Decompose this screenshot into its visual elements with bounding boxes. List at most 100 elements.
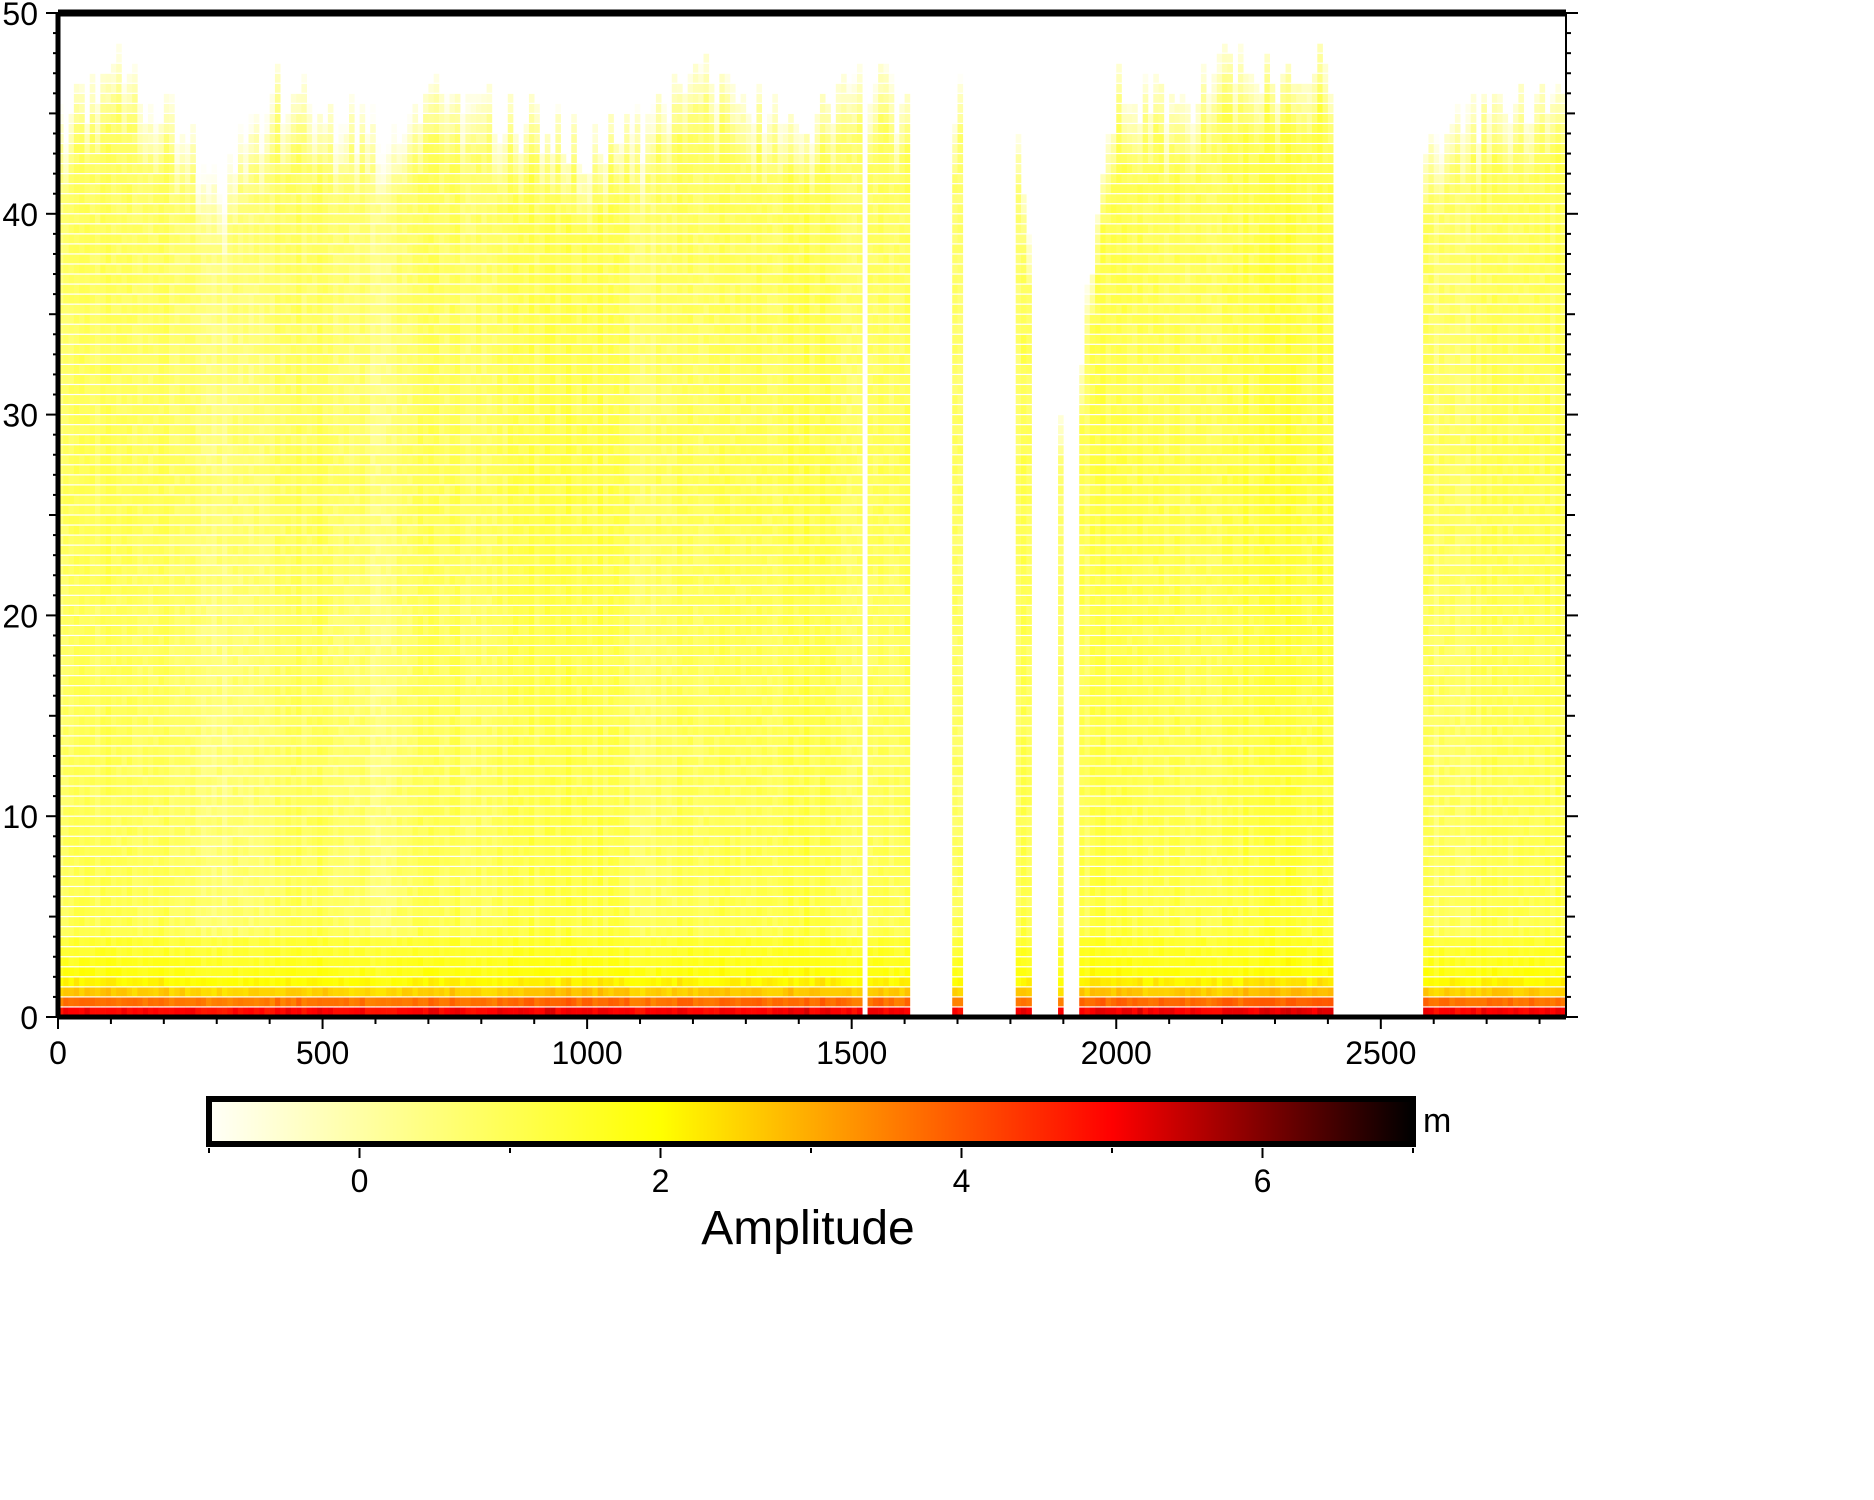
heatmap-cell — [100, 776, 106, 786]
heatmap-cell — [121, 897, 128, 906]
heatmap-cell — [206, 545, 212, 555]
heatmap-cell — [216, 575, 223, 585]
heatmap-cell — [153, 616, 159, 625]
heatmap-cell — [296, 144, 302, 153]
heatmap-cell — [84, 877, 91, 886]
heatmap-cell — [216, 585, 223, 595]
heatmap-cell — [280, 736, 286, 746]
heatmap-cell — [327, 1007, 334, 1017]
heatmap-cell — [158, 144, 165, 153]
heatmap-cell — [147, 877, 154, 886]
heatmap-cell — [73, 505, 80, 515]
heatmap-cell — [195, 445, 202, 455]
heatmap-cell — [211, 836, 218, 846]
heatmap-cell — [280, 877, 286, 886]
heatmap-cell — [322, 354, 329, 364]
heatmap-cell — [349, 676, 355, 686]
heatmap-cell — [190, 405, 196, 414]
heatmap-cell — [290, 907, 297, 916]
heatmap-cell — [243, 194, 249, 204]
heatmap-cell — [147, 224, 154, 234]
heatmap-cell — [227, 555, 233, 565]
heatmap-cell — [343, 294, 350, 304]
heatmap-cell — [216, 565, 223, 575]
heatmap-cell — [89, 897, 96, 906]
heatmap-cell — [116, 766, 122, 776]
heatmap-cell — [253, 254, 260, 264]
heatmap-cell — [285, 395, 292, 404]
heatmap-cell — [327, 776, 334, 786]
heatmap-cell — [95, 796, 101, 806]
heatmap-cell — [248, 284, 255, 294]
heatmap-cell — [190, 395, 196, 404]
heatmap-cell — [211, 495, 218, 505]
heatmap-cell — [290, 555, 297, 565]
heatmap-cell — [89, 445, 96, 455]
heatmap-cell — [153, 1007, 159, 1017]
heatmap-cell — [190, 174, 196, 184]
heatmap-cell — [232, 545, 239, 555]
heatmap-cell — [237, 365, 244, 374]
heatmap-cell — [280, 344, 286, 354]
heatmap-cell — [110, 917, 117, 927]
heatmap-cell — [73, 324, 80, 334]
heatmap-cell — [116, 415, 122, 425]
heatmap-cell — [222, 395, 228, 404]
heatmap-cell — [280, 786, 286, 796]
heatmap-cell — [195, 234, 202, 244]
heatmap-cell — [274, 174, 281, 184]
heatmap-cell — [280, 967, 286, 977]
heatmap-cell — [137, 274, 143, 284]
heatmap-cell — [95, 706, 101, 716]
heatmap-cell — [311, 816, 318, 826]
heatmap-cell — [338, 897, 345, 906]
heatmap-cell — [322, 967, 329, 977]
heatmap-cell — [296, 987, 302, 997]
heatmap-cell — [137, 344, 143, 354]
heatmap-cell — [285, 907, 292, 916]
heatmap-cell — [222, 957, 228, 967]
heatmap-cell — [274, 575, 281, 585]
heatmap-cell — [248, 856, 255, 866]
heatmap-cell — [227, 686, 233, 696]
heatmap-cell — [301, 776, 307, 786]
heatmap-cell — [338, 746, 345, 756]
heatmap-cell — [84, 806, 91, 816]
heatmap-cell — [174, 194, 180, 204]
heatmap-cell — [68, 304, 75, 314]
heatmap-cell — [174, 585, 180, 595]
heatmap-cell — [63, 796, 69, 806]
heatmap-cell — [169, 515, 175, 525]
heatmap-cell — [333, 997, 339, 1007]
heatmap-cell — [147, 264, 154, 274]
heatmap-cell — [110, 324, 117, 334]
heatmap-cell — [163, 515, 170, 525]
heatmap-cell — [179, 525, 186, 535]
heatmap-cell — [222, 525, 228, 535]
heatmap-cell — [73, 907, 80, 916]
heatmap-cell — [211, 646, 218, 655]
heatmap-cell — [89, 495, 96, 505]
heatmap-cell — [269, 134, 276, 143]
heatmap-cell — [248, 646, 255, 655]
heatmap-cell — [63, 465, 69, 475]
heatmap-cell — [322, 445, 329, 455]
heatmap-cell — [232, 314, 239, 324]
heatmap-cell — [311, 535, 318, 545]
heatmap-cell — [248, 836, 255, 846]
heatmap-cell — [227, 836, 233, 846]
heatmap-cell — [158, 716, 165, 726]
heatmap-cell — [105, 294, 112, 304]
heatmap-cell — [227, 846, 233, 856]
heatmap-cell — [274, 646, 281, 655]
heatmap-cell — [301, 867, 307, 876]
heatmap-cell — [243, 716, 249, 726]
heatmap-cell — [253, 274, 260, 284]
heatmap-cell — [317, 274, 323, 284]
heatmap-cell — [301, 385, 307, 394]
heatmap-cell — [121, 284, 128, 294]
heatmap-cell — [79, 83, 85, 93]
heatmap-cell — [121, 856, 128, 866]
heatmap-cell — [142, 144, 149, 153]
heatmap-cell — [158, 756, 165, 766]
